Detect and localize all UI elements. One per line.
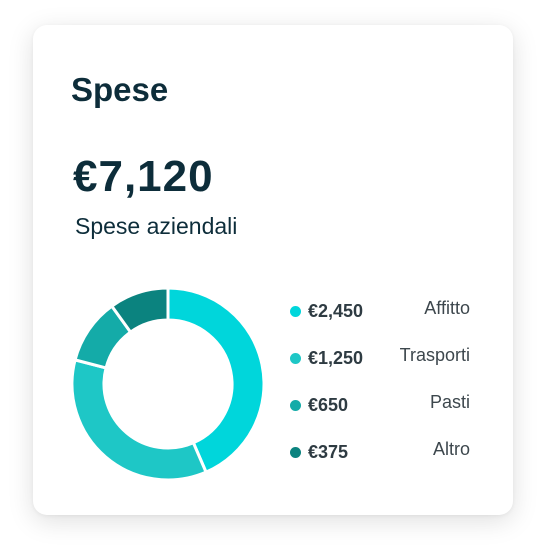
card-title: Spese [71, 71, 169, 108]
legend-value: €650 [308, 395, 349, 415]
legend-label: Altro [432, 439, 470, 459]
expenses-card: Spese €7,120 Spese aziendali €2,450 Affi… [33, 25, 513, 515]
total-amount: €7,120 [73, 152, 214, 201]
legend-value: €1,250 [308, 348, 364, 368]
card-subtitle: Spese aziendali [75, 213, 238, 239]
chart-legend: €2,450 Affitto €1,250 Trasporti €650 Pas… [290, 295, 470, 483]
legend-item-pasti: €650 Pasti [290, 389, 470, 436]
legend-item-altro: €375 Altro [290, 436, 470, 483]
donut-slice-affitto [166, 287, 265, 474]
expenses-donut-chart [71, 287, 265, 481]
legend-dot [290, 353, 301, 364]
donut-slice-trasporti [71, 358, 208, 481]
legend-item-affitto: €2,450 Affitto [290, 295, 470, 342]
donut-slice-altro [110, 287, 170, 334]
legend-item-trasporti: €1,250 Trasporti [290, 342, 470, 389]
legend-label: Trasporti [399, 345, 470, 365]
legend-dot [290, 447, 301, 458]
legend-label: Pasti [429, 392, 470, 412]
legend-label: Affitto [424, 298, 470, 318]
legend-value: €2,450 [308, 301, 364, 321]
legend-value: €375 [308, 442, 349, 462]
legend-dot [290, 400, 301, 411]
legend-dot [290, 306, 301, 317]
